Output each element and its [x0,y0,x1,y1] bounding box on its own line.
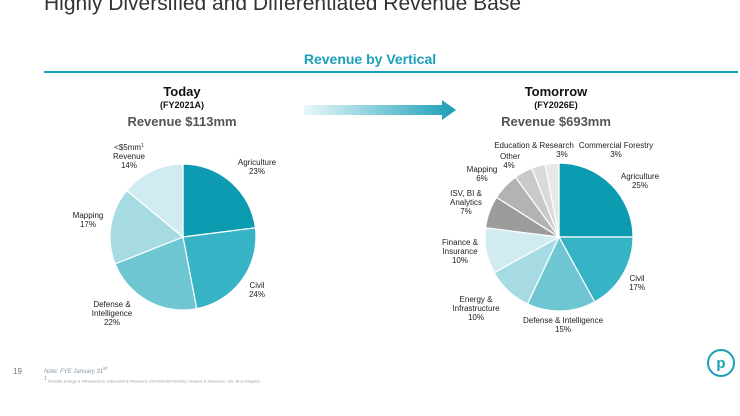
footnote-text: Includes Energy & Infrastructure, Educat… [47,378,262,384]
tomorrow-slice-agriculture [558,162,634,238]
today-slice-5mm-revenue [125,163,184,239]
tomorrow-subheading: (FY2026E) [534,100,578,110]
tomorrow-label-energy-infrastructure: Energy & Infrastructure 10% [452,295,500,322]
today-slice-mapping [109,189,185,265]
today-label-5mm-revenue: <$5mm1 Revenue 14% [113,143,146,170]
today-label-mapping: Mapping 17% [73,211,104,229]
today-subheading: (FY2021A) [159,100,204,110]
tomorrow-label-education-research: Education & Research 3% [494,141,574,159]
note-superscript: st [103,366,107,372]
tomorrow-label-defense-intelligence: Defense & Intelligence 15% [523,316,604,334]
tomorrow-header: Tomorrow (FY2026E) Revenue $693mm [456,84,656,129]
page-number: 19 [13,367,22,376]
today-slice-civil [182,227,257,310]
today-slice-agriculture [182,163,257,238]
section-divider [44,71,738,73]
logo-letter: p [716,355,725,372]
tomorrow-slice-commercial-forestry [544,162,560,238]
section-title: Revenue by Vertical [303,51,437,67]
footnote-marker: 1 [44,376,47,382]
tomorrow-slice-defense-intelligence [526,235,596,312]
today-label-civil: Civil 24% [249,281,265,299]
footnote: 1 Includes Energy & Infrastructure, Educ… [44,376,261,383]
tomorrow-label-commercial-forestry: Commercial Forestry 3% [579,141,653,159]
tomorrow-revenue: Revenue $693mm [501,114,611,129]
note-text: Note: FYE January 31 [44,369,104,375]
today-header: Today (FY2021A) Revenue $113mm [82,84,282,129]
today-slice-defense-intelligence [114,236,198,311]
tomorrow-label-isv-bi-analytics: ISV, BI & Analytics 7% [450,189,483,216]
tomorrow-label-mapping: Mapping 6% [467,165,498,183]
today-heading: Today [163,84,201,99]
company-logo-icon: p [707,349,735,377]
note: Note: FYE January 31st [44,366,107,375]
tomorrow-slice-civil [557,236,634,303]
today-revenue: Revenue $113mm [127,114,237,129]
tomorrow-heading: Tomorrow [524,84,588,99]
tomorrow-label-finance-insurance: Finance & Insurance 10% [442,238,479,265]
footnote-marker-ref: 1 [141,143,144,149]
today-label-agriculture: Agriculture 23% [238,158,277,176]
today-label-defense-intelligence: Defense & Intelligence 22% [92,300,133,327]
growth-arrow-icon [304,100,456,120]
tomorrow-label-civil: Civil 17% [629,274,645,292]
tomorrow-label-agriculture: Agriculture 25% [621,172,660,190]
slide-title: Highly Diversified and Differentiated Re… [44,0,522,15]
tomorrow-label-other: Other 4% [500,152,520,170]
